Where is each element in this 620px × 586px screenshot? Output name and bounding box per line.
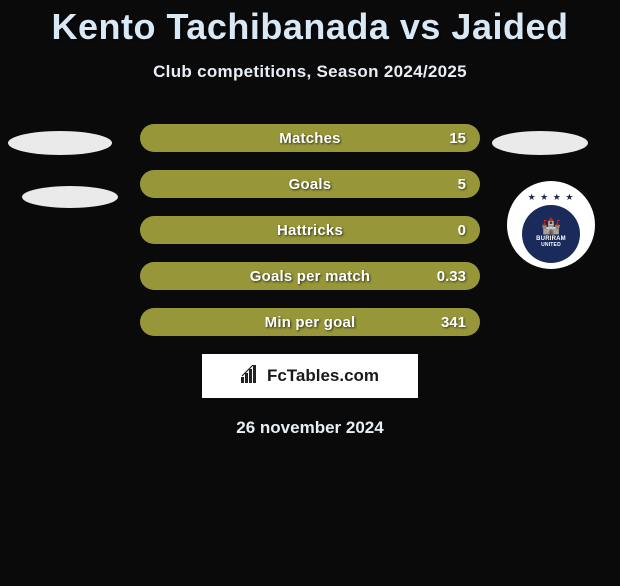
stat-row: Hattricks 0 [0,216,620,244]
stat-label: Matches [224,130,396,147]
stat-right-value: 0 [396,222,466,239]
stat-row: Min per goal 341 [0,308,620,336]
stat-bar-goals-per-match: Goals per match 0.33 [140,262,480,290]
date-text: 26 november 2024 [0,418,620,438]
brand-text: FcTables.com [267,366,379,386]
stat-bar-matches: Matches 15 [140,124,480,152]
stat-right-value: 15 [396,130,466,147]
brand-box[interactable]: FcTables.com [202,354,418,398]
stat-label: Min per goal [224,314,396,331]
stat-label: Goals per match [224,268,396,285]
stats-area: Matches 15 Goals 5 Hattricks 0 Goals per… [0,124,620,336]
stat-bar-goals: Goals 5 [140,170,480,198]
page-title: Kento Tachibanada vs Jaided [0,6,620,48]
stat-right-value: 0.33 [396,268,466,285]
chart-icon [241,365,261,388]
stat-right-value: 5 [396,176,466,193]
stat-bar-hattricks: Hattricks 0 [140,216,480,244]
stat-label: Goals [224,176,396,193]
stat-label: Hattricks [224,222,396,239]
stat-row: Matches 15 [0,124,620,152]
stat-row: Goals 5 [0,170,620,198]
stat-bar-min-per-goal: Min per goal 341 [140,308,480,336]
stat-row: Goals per match 0.33 [0,262,620,290]
stat-right-value: 341 [396,314,466,331]
page-subtitle: Club competitions, Season 2024/2025 [0,62,620,82]
